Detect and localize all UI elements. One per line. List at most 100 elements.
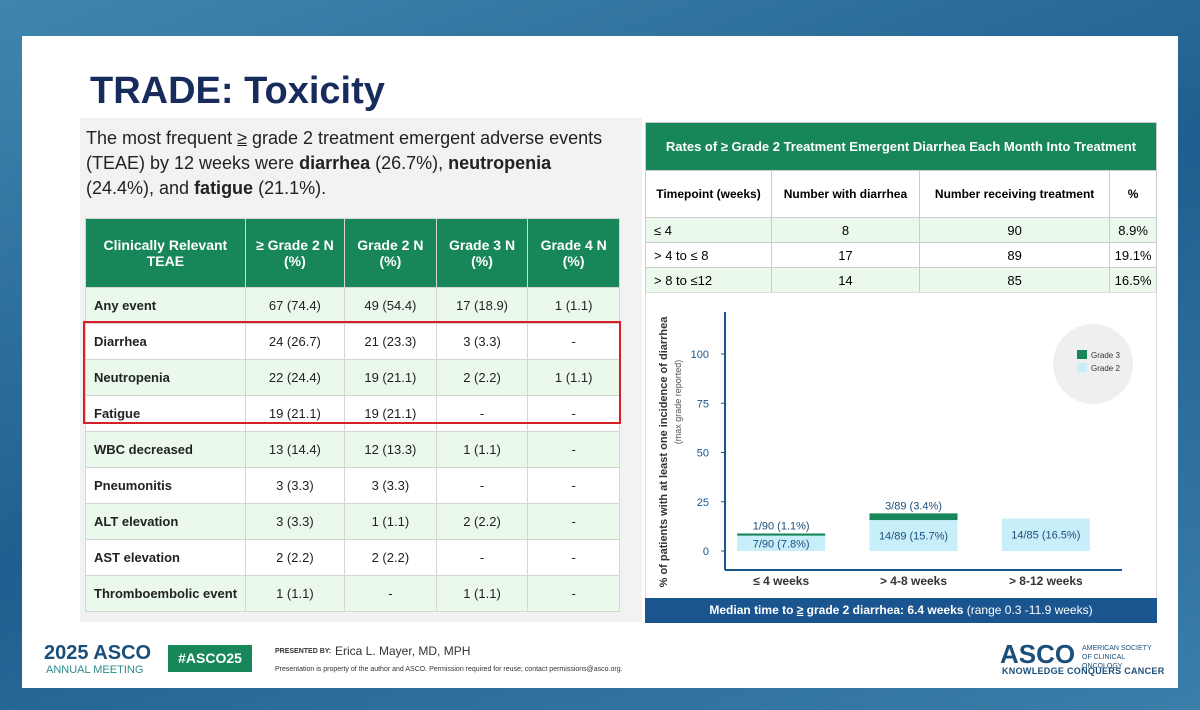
cell: 3 (3.3) bbox=[344, 467, 437, 504]
cell: 17 (18.9) bbox=[435, 287, 529, 324]
cell: 22 (24.4) bbox=[244, 359, 346, 396]
row: > 4 to ≤ 8 17 89 19.1% bbox=[645, 242, 1157, 268]
value-label: 14/85 (16.5%) bbox=[1011, 530, 1080, 542]
y-tick-label: 75 bbox=[697, 398, 709, 410]
cell: 19.1% bbox=[1109, 242, 1157, 268]
row: WBC decreased 13 (14.4) 12 (13.3) 1 (1.1) - bbox=[85, 431, 620, 468]
row: Pneumonitis 3 (3.3) 3 (3.3) - - bbox=[85, 467, 620, 504]
cell: 13 (14.4) bbox=[244, 431, 346, 468]
legend-bg bbox=[1053, 324, 1133, 404]
cell: 14 bbox=[770, 267, 920, 293]
bar-segment bbox=[869, 520, 958, 551]
legend-label: Grade 2 bbox=[1091, 364, 1120, 373]
cell: AST elevation bbox=[85, 539, 246, 576]
header-row: Clinically Relevant TEAE ≥ Grade 2 N (%) G… bbox=[85, 218, 620, 288]
row: AST elevation 2 (2.2) 2 (2.2) - - bbox=[85, 539, 620, 576]
row: Diarrhea 24 (26.7) 21 (23.3) 3 (3.3) - bbox=[85, 323, 620, 360]
slide-title: TRADE: Toxicity bbox=[90, 70, 385, 112]
cell: - bbox=[435, 539, 529, 576]
tagline: KNOWLEDGE CONQUERS CANCER bbox=[1002, 666, 1165, 676]
meeting: ANNUAL MEETING bbox=[46, 664, 144, 676]
header-cell: Grade 3 N (%) bbox=[435, 218, 529, 288]
cell: - bbox=[435, 395, 529, 432]
header-cell: Number receiving treatment bbox=[918, 170, 1111, 218]
cell: Neutropenia bbox=[85, 359, 246, 396]
cell: - bbox=[344, 575, 437, 612]
highlight-box bbox=[83, 321, 621, 424]
cell: 1 (1.1) bbox=[344, 503, 437, 540]
text: (21.1%). bbox=[253, 178, 327, 198]
value-label: 7/90 (7.8%) bbox=[753, 539, 810, 551]
row: Neutropenia 22 (24.4) 19 (21.1) 2 (2.2) 1 (1… bbox=[85, 359, 620, 396]
row: Any event 67 (74.4) 49 (54.4) 17 (18.9) 1 (1… bbox=[85, 287, 620, 324]
cell: > 8 to ≤12 bbox=[645, 267, 772, 293]
cell: - bbox=[527, 539, 620, 576]
cell: 8.9% bbox=[1109, 217, 1157, 243]
y-tick-label: 0 bbox=[703, 546, 709, 558]
text: (range 0.3 -11.9 weeks) bbox=[963, 603, 1093, 617]
text: diarrhea bbox=[299, 153, 371, 173]
cell: 3 (3.3) bbox=[244, 503, 346, 540]
presenter: Erica L. Mayer, MD, MPH bbox=[335, 644, 471, 658]
cell: 90 bbox=[918, 217, 1111, 243]
header-cell: Timepoint (weeks) bbox=[645, 170, 772, 218]
cell: 2 (2.2) bbox=[244, 539, 346, 576]
cell: - bbox=[527, 467, 620, 504]
text: ≥ bbox=[796, 603, 804, 617]
header-cell: % bbox=[1109, 170, 1157, 218]
society: AMERICAN SOCIETY OF CLINICAL ONCOLOGY bbox=[1082, 645, 1152, 670]
cell: 24 (26.7) bbox=[244, 323, 346, 360]
text: Median time to bbox=[709, 603, 797, 617]
cell: > 4 to ≤ 8 bbox=[645, 242, 772, 268]
text: The most frequent bbox=[86, 128, 238, 148]
cell: 2 (2.2) bbox=[435, 359, 529, 396]
cell: 17 bbox=[770, 242, 920, 268]
intro-text: The most frequent ≥ grade 2 treatment em… bbox=[86, 126, 606, 201]
y-tick-label: 25 bbox=[697, 497, 709, 509]
bar-segment bbox=[1001, 518, 1090, 551]
cell: 21 (23.3) bbox=[344, 323, 437, 360]
y-tick-label: 100 bbox=[691, 349, 709, 361]
cell: 49 (54.4) bbox=[344, 287, 437, 324]
cell: 85 bbox=[918, 267, 1111, 293]
cell: 2 (2.2) bbox=[435, 503, 529, 540]
header-row: Timepoint (weeks) Number with diarrhea Num… bbox=[645, 170, 1157, 218]
bar-segment bbox=[737, 533, 826, 536]
hashtag: #ASCO25 bbox=[168, 645, 252, 672]
value-label: 1/90 (1.1%) bbox=[753, 520, 810, 532]
legend-label: Grade 3 bbox=[1091, 351, 1120, 360]
cell: - bbox=[527, 431, 620, 468]
diarrhea-table: Rates of ≥ Grade 2 Treatment Emergent Di… bbox=[645, 122, 1157, 293]
caption-row: Rates of ≥ Grade 2 Treatment Emergent Di… bbox=[645, 122, 1157, 171]
cell: - bbox=[527, 575, 620, 612]
y-axis-sublabel: (max grade reported) bbox=[673, 360, 683, 445]
cell: ≤ 4 bbox=[645, 217, 772, 243]
cell: 16.5% bbox=[1109, 267, 1157, 293]
cell: 12 (13.3) bbox=[344, 431, 437, 468]
cell: 1 (1.1) bbox=[527, 287, 620, 324]
text: grade 2 treatment emergent adverse event… bbox=[86, 128, 603, 173]
cell: 8 bbox=[770, 217, 920, 243]
cell: 1 (1.1) bbox=[527, 359, 620, 396]
cell: 19 (21.1) bbox=[244, 395, 346, 432]
y-axis-label: % of patients with at least one incidenc… bbox=[658, 316, 670, 588]
median-banner: Median time to ≥ grade 2 diarrhea: 6.4 w… bbox=[645, 598, 1157, 623]
x-tick-label: > 8-12 weeks bbox=[1009, 574, 1083, 588]
y-tick-label: 50 bbox=[697, 448, 709, 460]
teae-table: Clinically Relevant TEAE ≥ Grade 2 N (%) G… bbox=[85, 218, 620, 612]
header-cell: Clinically Relevant TEAE bbox=[85, 218, 246, 288]
cell: 1 (1.1) bbox=[435, 575, 529, 612]
cell: 19 (21.1) bbox=[344, 359, 437, 396]
cell: Any event bbox=[85, 287, 246, 324]
legend-swatch bbox=[1077, 363, 1087, 372]
row: Thromboembolic event 1 (1.1) -1 (1.1) - bbox=[85, 575, 620, 612]
header-cell: ≥ Grade 2 N (%) bbox=[244, 218, 346, 288]
cell: - bbox=[435, 467, 529, 504]
legend-swatch bbox=[1077, 350, 1087, 359]
cell: ALT elevation bbox=[85, 503, 246, 540]
text: fatigue bbox=[194, 178, 254, 198]
x-tick-label: > 4-8 weeks bbox=[880, 574, 947, 588]
presented-by: PRESENTED BY: bbox=[275, 648, 332, 655]
row: > 8 to ≤12 14 85 16.5% bbox=[645, 267, 1157, 293]
